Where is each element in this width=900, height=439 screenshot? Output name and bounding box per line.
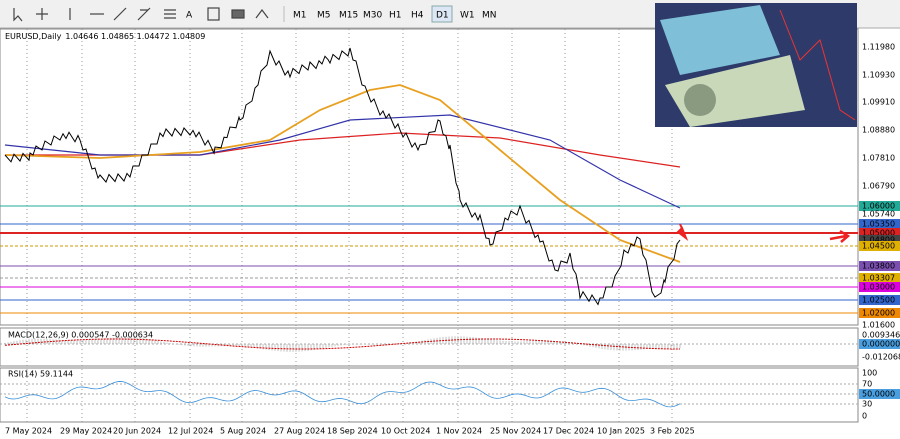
price-tag xyxy=(859,235,900,245)
rsi-axis-label: 50.0000 xyxy=(862,390,895,399)
date-label: 7 May 2024 xyxy=(5,427,52,436)
price-label: 1.05740 xyxy=(862,210,895,219)
macd-pane xyxy=(0,327,859,367)
price-label: 1.06790 xyxy=(862,182,895,191)
price-label: 1.04809 xyxy=(862,236,895,245)
price-tag xyxy=(859,282,900,292)
toolbar-icons xyxy=(13,7,269,22)
rsi-tag xyxy=(859,389,900,399)
price-label: 1.08880 xyxy=(862,126,895,135)
price-label: 1.03800 xyxy=(862,262,895,271)
date-label: 10 Jan 2025 xyxy=(597,427,645,436)
price-label: 1.02500 xyxy=(862,296,895,305)
price-label: 1.06000 xyxy=(862,202,895,211)
date-label: 20 Jun 2024 xyxy=(113,427,161,436)
date-label: 25 Nov 2024 xyxy=(490,427,541,436)
rsi-axis-label: 100 xyxy=(862,369,877,378)
ohlc: 1.04646 1.04865 1.04472 1.04809 xyxy=(65,32,205,41)
price-candles xyxy=(4,47,681,306)
timeframe[interactable]: M1 xyxy=(293,11,307,21)
date-label: 1 Nov 2024 xyxy=(436,427,482,436)
price-label: 1.03307 xyxy=(862,274,895,283)
price-label: 1.05000 xyxy=(862,229,895,238)
price-tag xyxy=(859,219,900,229)
chart-header: EURUSD,Daily 1.04646 1.04865 1.04472 1.04… xyxy=(5,32,205,41)
macd-axis-label: -0.012068 xyxy=(862,353,900,362)
date-label: 27 Aug 2024 xyxy=(274,427,325,436)
date-label: 3 Feb 2025 xyxy=(650,427,695,436)
macd-tag xyxy=(859,339,900,349)
price-label: 1.07810 xyxy=(862,154,895,163)
macd-label: MACD(12,26,9) 0.000547 -0.000634 xyxy=(8,331,153,340)
arrow xyxy=(676,223,689,241)
date-label: 5 Aug 2024 xyxy=(220,427,266,436)
text-tool[interactable]: A xyxy=(186,11,193,21)
date-label: 18 Sep 2024 xyxy=(327,427,378,436)
price-label: 1.09910 xyxy=(862,98,895,107)
arrow xyxy=(829,229,851,243)
price-tag xyxy=(859,241,900,251)
macd-axis-label: 0.000000 xyxy=(862,340,900,349)
price-label: 1.01600 xyxy=(862,321,895,330)
date-label: 12 Jul 2024 xyxy=(168,427,213,436)
date-label: 17 Dec 2024 xyxy=(543,427,594,436)
price-tag xyxy=(859,308,900,318)
price-label: 1.10930 xyxy=(862,71,895,80)
rsi-line xyxy=(4,381,681,408)
price-label: 1.11980 xyxy=(862,43,895,52)
rsi-pane xyxy=(0,367,859,423)
date-label: 10 Oct 2024 xyxy=(381,427,430,436)
price-tag xyxy=(859,261,900,271)
active-timeframe xyxy=(431,5,453,23)
ma-100 xyxy=(4,114,681,209)
timeframe[interactable]: M15 xyxy=(339,11,358,21)
price-tag xyxy=(859,273,900,283)
timeframe[interactable]: H1 xyxy=(389,11,402,21)
price-tag xyxy=(859,201,900,211)
macd-signal xyxy=(4,338,681,350)
timeframe[interactable]: W1 xyxy=(460,11,475,21)
timeframe[interactable]: D1 xyxy=(436,11,449,21)
rsi-axis-label: 0 xyxy=(862,412,867,421)
price-label: 1.02000 xyxy=(862,309,895,318)
date-label: 29 May 2024 xyxy=(60,427,112,436)
timeframe[interactable]: M30 xyxy=(363,11,382,21)
symbol: EURUSD,Daily xyxy=(5,32,62,41)
price-label: 1.04500 xyxy=(862,242,895,251)
macd-axis-label: 0.009346 xyxy=(862,331,900,340)
price-label: 1.03000 xyxy=(862,283,895,292)
timeframe[interactable]: H4 xyxy=(411,11,424,21)
rsi-axis-label: 70 xyxy=(862,380,872,389)
rsi-axis-label: 30 xyxy=(862,400,872,409)
price-tag xyxy=(859,295,900,305)
price-label: 1.05350 xyxy=(862,220,895,229)
timeframe[interactable]: MN xyxy=(482,11,497,21)
banknote-image xyxy=(655,3,857,127)
rsi-label: RSI(14) 59.1144 xyxy=(8,370,73,379)
ma-50 xyxy=(4,84,681,263)
price-tag xyxy=(859,228,900,238)
timeframe[interactable]: M5 xyxy=(317,11,331,21)
